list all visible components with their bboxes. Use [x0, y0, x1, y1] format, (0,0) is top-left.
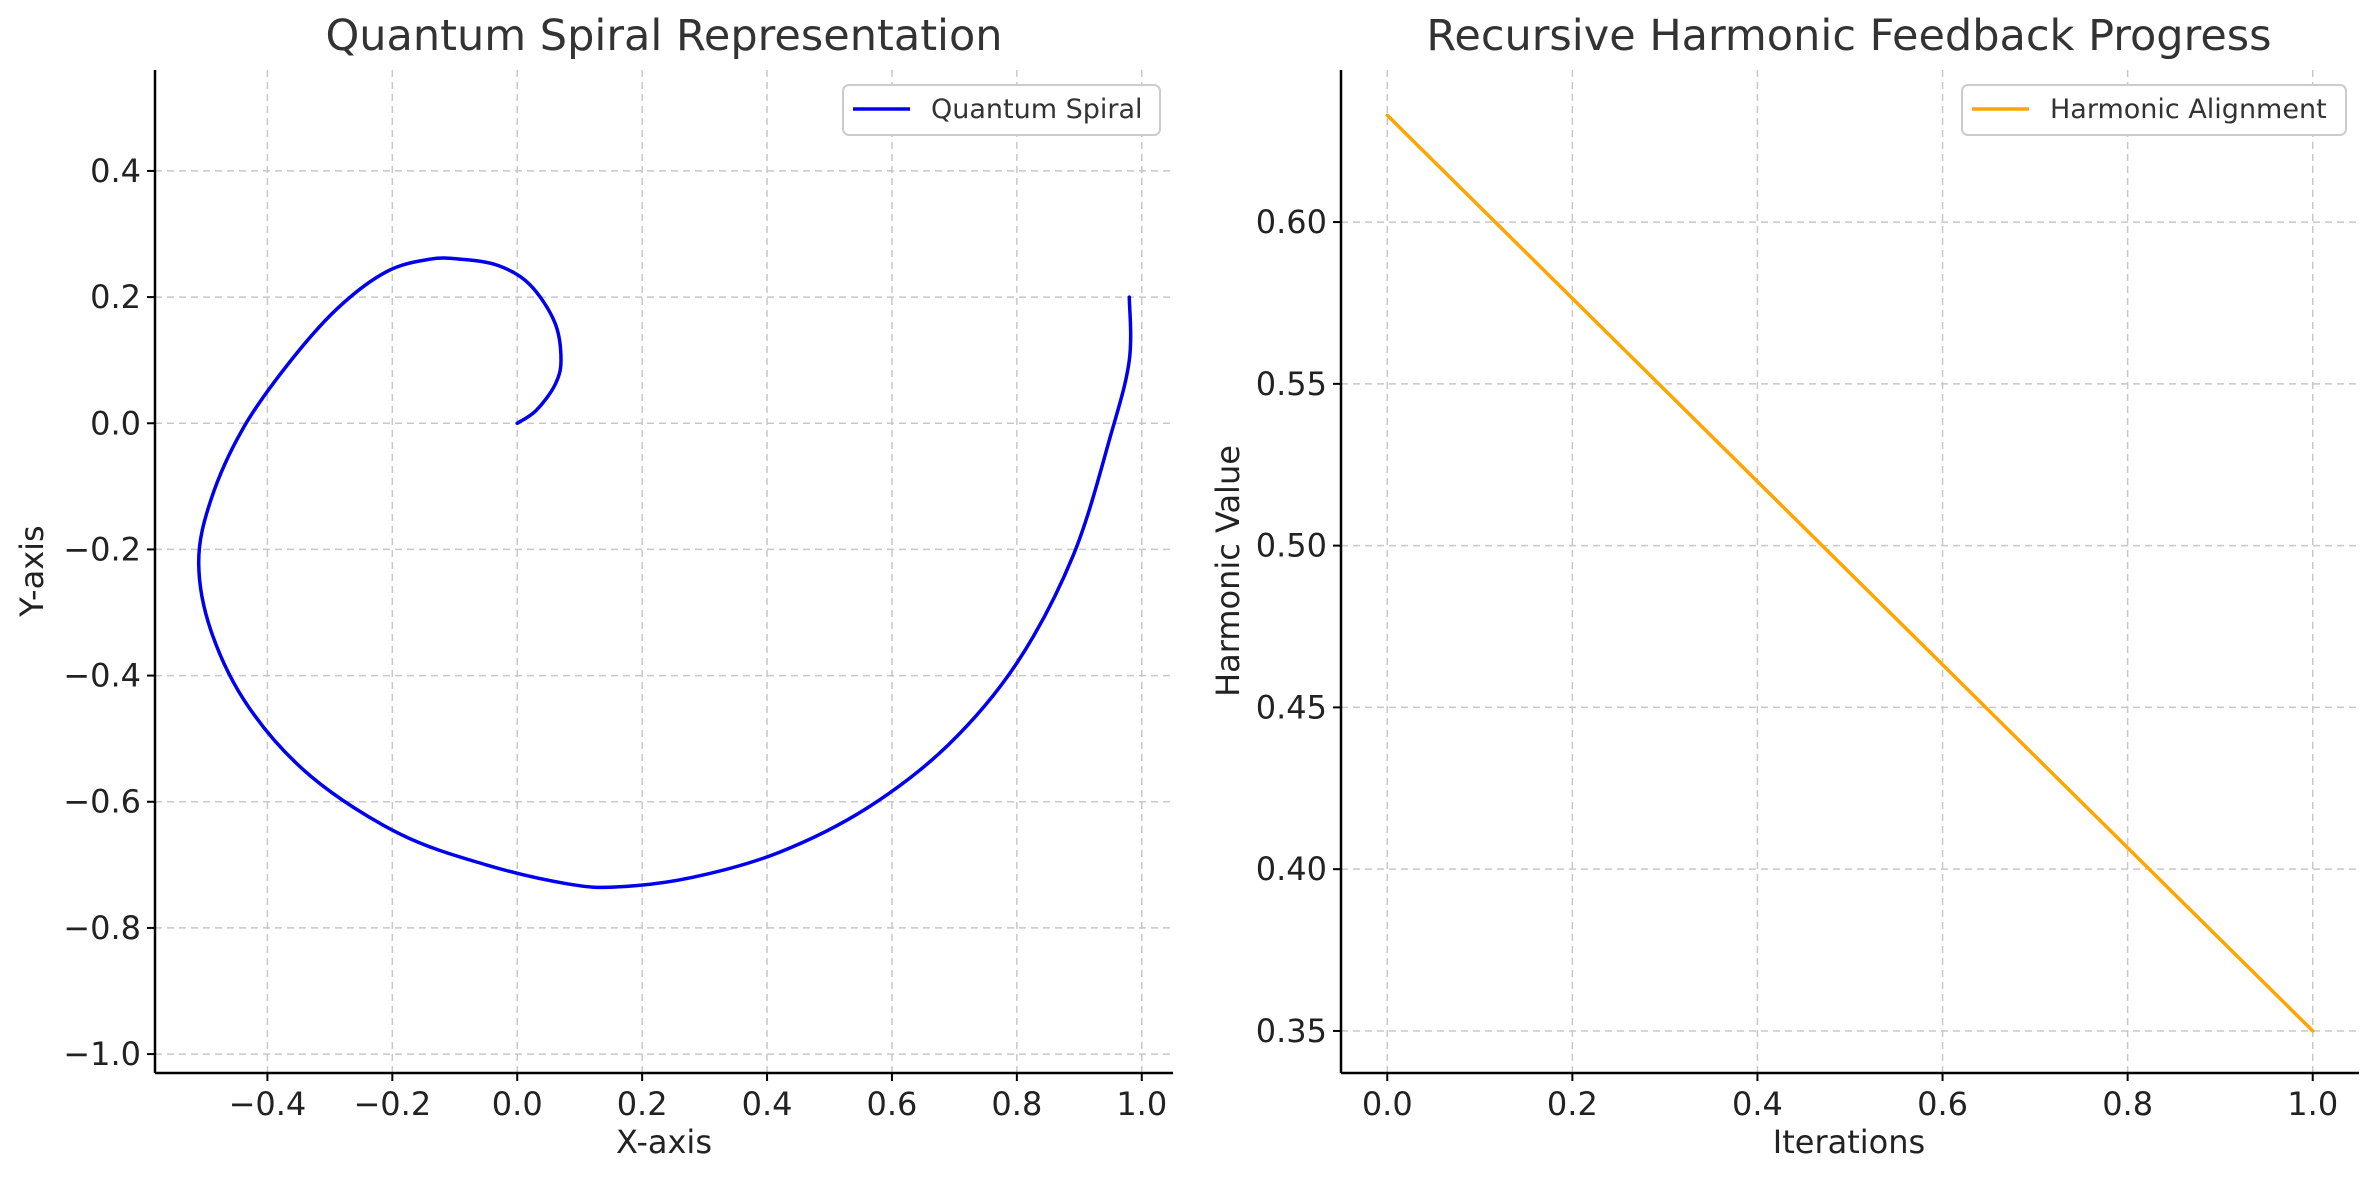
harmonic-chart-panel: Recursive Harmonic Feedback Progress 0.0… [1209, 11, 2359, 1161]
harmonic-y-tick-label: 0.50 [1256, 527, 1327, 565]
spiral-y-tick-label: 0.2 [90, 278, 141, 316]
spiral-x-tick-label: −0.2 [353, 1085, 431, 1123]
harmonic-x-tick-label: 0.8 [2102, 1085, 2153, 1123]
harmonic-chart-title: Recursive Harmonic Feedback Progress [1426, 11, 2271, 61]
spiral-y-axis-label: Y-axis [13, 525, 51, 617]
spiral-legend-label: Quantum Spiral [931, 94, 1143, 125]
harmonic-y-tick-label: 0.55 [1256, 365, 1327, 403]
spiral-y-tick-label: −0.8 [63, 909, 141, 947]
spiral-x-ticks: −0.4 −0.2 0.0 0.2 0.4 0.6 0.8 1.0 [229, 1073, 1168, 1123]
spiral-series-layer [199, 258, 1131, 887]
harmonic-series-line [1387, 115, 2312, 1031]
spiral-y-tick-label: −0.6 [63, 783, 141, 821]
spiral-y-tick-label: 0.4 [90, 152, 141, 190]
spiral-y-tick-label: −1.0 [63, 1035, 141, 1073]
harmonic-x-ticks: 0.0 0.2 0.4 0.6 0.8 1.0 [1362, 1073, 2338, 1123]
spiral-chart-title: Quantum Spiral Representation [325, 11, 1002, 61]
harmonic-x-tick-label: 0.4 [1732, 1085, 1783, 1123]
spiral-y-tick-label: 0.0 [90, 404, 141, 442]
harmonic-legend: Harmonic Alignment [1962, 85, 2346, 135]
spiral-x-tick-label: 0.4 [742, 1085, 793, 1123]
harmonic-y-tick-label: 0.60 [1256, 203, 1327, 241]
harmonic-x-tick-label: 0.2 [1547, 1085, 1598, 1123]
spiral-series-line [199, 258, 1131, 887]
spiral-chart-panel: Quantum Spiral Representation −0.4 −0.2 0.… [13, 11, 1173, 1161]
spiral-y-tick-label: −0.4 [63, 657, 141, 695]
spiral-y-ticks: −1.0 −0.8 −0.6 −0.4 −0.2 0.0 0.2 0.4 [63, 152, 155, 1073]
harmonic-series-layer [1387, 115, 2312, 1031]
harmonic-x-tick-label: 1.0 [2287, 1085, 2338, 1123]
harmonic-x-axis-label: Iterations [1773, 1123, 1925, 1161]
harmonic-y-ticks: 0.35 0.40 0.45 0.50 0.55 0.60 [1256, 203, 1341, 1050]
harmonic-x-tick-label: 0.0 [1362, 1085, 1413, 1123]
spiral-x-axis-label: X-axis [616, 1123, 712, 1161]
spiral-x-tick-label: 0.0 [492, 1085, 543, 1123]
spiral-x-tick-label: 0.8 [991, 1085, 1042, 1123]
spiral-legend: Quantum Spiral [843, 85, 1160, 135]
harmonic-y-tick-label: 0.40 [1256, 850, 1327, 888]
harmonic-legend-label: Harmonic Alignment [2050, 94, 2327, 125]
spiral-grid [155, 70, 1173, 1073]
spiral-x-tick-label: −0.4 [229, 1085, 307, 1123]
spiral-y-tick-label: −0.2 [63, 530, 141, 568]
spiral-x-tick-label: 0.2 [617, 1085, 668, 1123]
harmonic-y-tick-label: 0.35 [1256, 1012, 1327, 1050]
harmonic-x-tick-label: 0.6 [1917, 1085, 1968, 1123]
spiral-x-tick-label: 1.0 [1116, 1085, 1167, 1123]
harmonic-y-axis-label: Harmonic Value [1209, 445, 1247, 697]
harmonic-y-tick-label: 0.45 [1256, 688, 1327, 726]
spiral-x-tick-label: 0.6 [867, 1085, 918, 1123]
